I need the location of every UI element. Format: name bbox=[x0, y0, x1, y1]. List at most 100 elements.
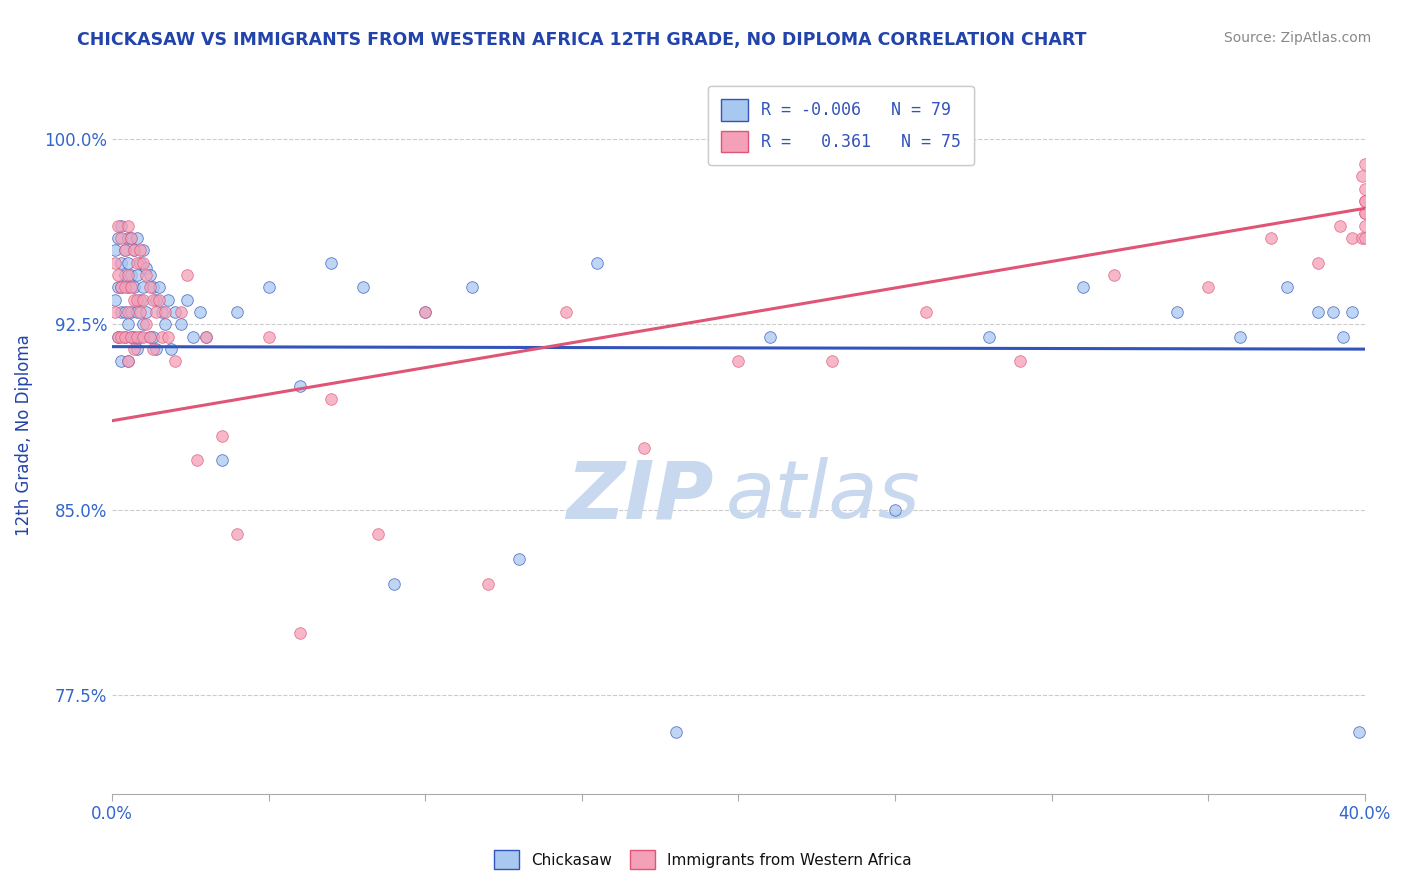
Point bbox=[114, 330, 136, 344]
Point bbox=[120, 305, 142, 319]
Point bbox=[122, 293, 145, 307]
Point bbox=[1306, 255, 1329, 269]
Point bbox=[226, 305, 249, 319]
Point bbox=[163, 305, 186, 319]
Point bbox=[1354, 194, 1376, 208]
Point bbox=[1354, 206, 1376, 220]
Point bbox=[157, 293, 180, 307]
Point bbox=[186, 453, 208, 467]
Point bbox=[176, 293, 198, 307]
Point bbox=[117, 219, 139, 233]
Point bbox=[633, 441, 655, 455]
Point bbox=[125, 268, 148, 282]
Point bbox=[977, 330, 1000, 344]
Point bbox=[110, 305, 132, 319]
Point bbox=[145, 342, 167, 356]
Point bbox=[138, 330, 160, 344]
Point bbox=[107, 268, 129, 282]
Point bbox=[135, 260, 157, 275]
Point bbox=[321, 255, 343, 269]
Point bbox=[114, 305, 136, 319]
Point bbox=[142, 342, 165, 356]
Point bbox=[110, 255, 132, 269]
Point bbox=[1306, 305, 1329, 319]
Point bbox=[125, 255, 148, 269]
Point bbox=[1354, 181, 1376, 195]
Point bbox=[1350, 169, 1372, 184]
Point bbox=[132, 255, 155, 269]
Point bbox=[413, 305, 436, 319]
Point bbox=[117, 268, 139, 282]
Point bbox=[1329, 219, 1351, 233]
Point bbox=[1275, 280, 1298, 294]
Point bbox=[117, 354, 139, 368]
Point bbox=[145, 293, 167, 307]
Point bbox=[1331, 330, 1354, 344]
Point bbox=[1010, 354, 1032, 368]
Point bbox=[148, 280, 170, 294]
Point bbox=[125, 305, 148, 319]
Point bbox=[382, 576, 405, 591]
Point bbox=[160, 342, 183, 356]
Point bbox=[129, 255, 152, 269]
Point bbox=[1350, 231, 1372, 245]
Point bbox=[132, 330, 155, 344]
Point bbox=[226, 527, 249, 541]
Point bbox=[110, 354, 132, 368]
Point bbox=[117, 305, 139, 319]
Point bbox=[145, 305, 167, 319]
Point bbox=[132, 244, 155, 258]
Point bbox=[477, 576, 499, 591]
Point bbox=[138, 330, 160, 344]
Point bbox=[1354, 219, 1376, 233]
Point bbox=[110, 280, 132, 294]
Point bbox=[183, 330, 205, 344]
Point bbox=[148, 293, 170, 307]
Point bbox=[125, 342, 148, 356]
Point bbox=[120, 330, 142, 344]
Point bbox=[257, 280, 280, 294]
Point bbox=[107, 330, 129, 344]
Point bbox=[142, 280, 165, 294]
Point bbox=[110, 231, 132, 245]
Point bbox=[122, 280, 145, 294]
Point bbox=[194, 330, 217, 344]
Y-axis label: 12th Grade, No Diploma: 12th Grade, No Diploma bbox=[15, 334, 32, 536]
Point bbox=[176, 268, 198, 282]
Point bbox=[727, 354, 749, 368]
Text: ZIP: ZIP bbox=[567, 458, 713, 535]
Point bbox=[508, 552, 530, 566]
Point bbox=[104, 255, 127, 269]
Point bbox=[117, 318, 139, 332]
Point bbox=[129, 293, 152, 307]
Point bbox=[129, 330, 152, 344]
Point bbox=[150, 330, 173, 344]
Legend: Chickasaw, Immigrants from Western Africa: Chickasaw, Immigrants from Western Afric… bbox=[488, 844, 918, 875]
Point bbox=[129, 305, 152, 319]
Point bbox=[117, 280, 139, 294]
Point bbox=[352, 280, 374, 294]
Point bbox=[170, 305, 193, 319]
Text: Source: ZipAtlas.com: Source: ZipAtlas.com bbox=[1223, 31, 1371, 45]
Point bbox=[138, 268, 160, 282]
Point bbox=[104, 305, 127, 319]
Point bbox=[120, 330, 142, 344]
Point bbox=[120, 280, 142, 294]
Point bbox=[110, 219, 132, 233]
Point bbox=[586, 255, 609, 269]
Point bbox=[142, 330, 165, 344]
Point bbox=[122, 330, 145, 344]
Point bbox=[132, 293, 155, 307]
Point bbox=[138, 280, 160, 294]
Point bbox=[188, 305, 211, 319]
Point bbox=[150, 305, 173, 319]
Point bbox=[1229, 330, 1251, 344]
Text: atlas: atlas bbox=[725, 458, 921, 535]
Point bbox=[117, 231, 139, 245]
Point bbox=[117, 255, 139, 269]
Point bbox=[117, 354, 139, 368]
Point bbox=[110, 330, 132, 344]
Point bbox=[114, 280, 136, 294]
Point bbox=[163, 354, 186, 368]
Point bbox=[1071, 280, 1094, 294]
